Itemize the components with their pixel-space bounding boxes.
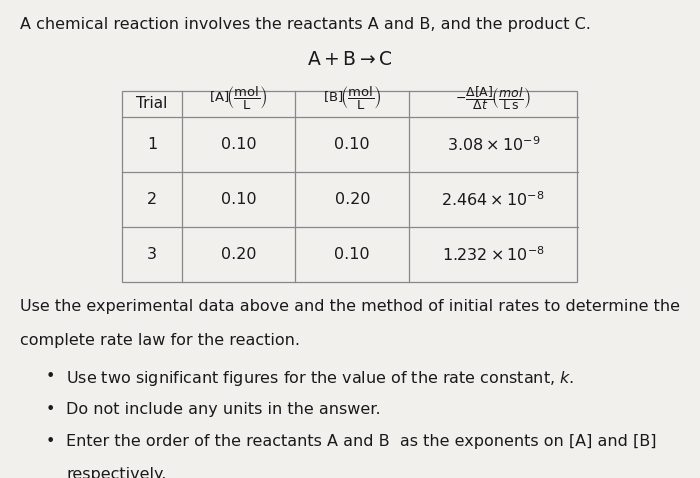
Text: 2: 2: [147, 192, 157, 207]
Text: Trial: Trial: [136, 96, 168, 111]
Text: •: •: [46, 434, 55, 449]
Text: 3: 3: [147, 247, 157, 262]
Text: 0.20: 0.20: [335, 192, 370, 207]
Text: $2.464 \times 10^{-8}$: $2.464 \times 10^{-8}$: [442, 190, 545, 209]
Text: 0.10: 0.10: [335, 137, 370, 152]
Text: respectively.: respectively.: [66, 467, 167, 478]
Text: complete rate law for the reaction.: complete rate law for the reaction.: [20, 333, 300, 348]
Text: Do not include any units in the answer.: Do not include any units in the answer.: [66, 402, 381, 416]
Text: 1: 1: [147, 137, 158, 152]
Text: A chemical reaction involves the reactants A and B, and the product C.: A chemical reaction involves the reactan…: [20, 17, 591, 32]
Text: •: •: [46, 369, 55, 384]
Text: 0.10: 0.10: [335, 247, 370, 262]
Text: $\mathrm{[A]\!\left(\dfrac{mol}{L}\right)}$: $\mathrm{[A]\!\left(\dfrac{mol}{L}\right…: [209, 85, 268, 111]
Text: 0.10: 0.10: [220, 192, 256, 207]
Text: 0.20: 0.20: [220, 247, 256, 262]
Bar: [122, 91, 577, 282]
Text: $\mathrm{A + B \rightarrow C}$: $\mathrm{A + B \rightarrow C}$: [307, 50, 393, 69]
Text: Enter the order of the reactants A and B  as the exponents on [A] and [B]: Enter the order of the reactants A and B…: [66, 434, 657, 449]
Text: $-\dfrac{\Delta[\mathrm{A}]}{\Delta t}\!\left(\dfrac{mol}{\mathrm{L\,s}}\right)$: $-\dfrac{\Delta[\mathrm{A}]}{\Delta t}\!…: [455, 84, 531, 112]
Text: $3.08 \times 10^{-9}$: $3.08 \times 10^{-9}$: [447, 135, 540, 153]
Text: •: •: [46, 402, 55, 416]
Text: $\mathrm{[B]\!\left(\dfrac{mol}{L}\right)}$: $\mathrm{[B]\!\left(\dfrac{mol}{L}\right…: [323, 85, 382, 111]
Text: 0.10: 0.10: [220, 137, 256, 152]
Text: Use the experimental data above and the method of initial rates to determine the: Use the experimental data above and the …: [20, 299, 680, 314]
Text: Use two significant figures for the value of the rate constant, $k$.: Use two significant figures for the valu…: [66, 369, 575, 388]
Text: $1.232 \times 10^{-8}$: $1.232 \times 10^{-8}$: [442, 245, 545, 264]
